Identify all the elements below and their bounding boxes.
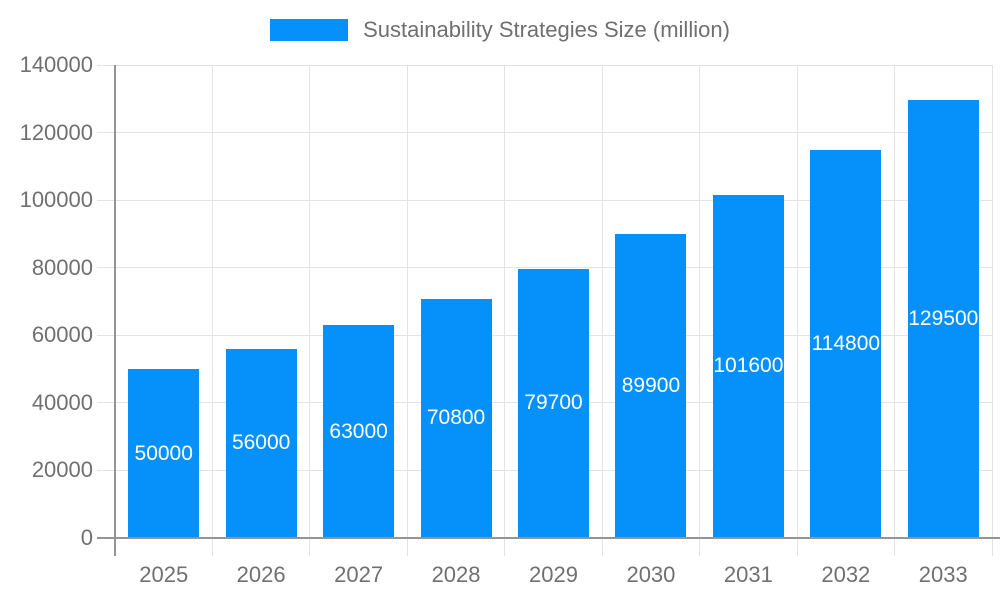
bar-2032 bbox=[810, 150, 882, 538]
x-gridline bbox=[211, 65, 213, 556]
y-axis-tick-label: 140000 bbox=[19, 52, 93, 77]
bar-value-label: 63000 bbox=[329, 419, 388, 443]
x-axis-tick-label: 2029 bbox=[529, 562, 578, 587]
y-gridline bbox=[97, 199, 992, 201]
legend-swatch[interactable] bbox=[270, 19, 349, 41]
x-axis-tick-label: 2027 bbox=[334, 562, 384, 587]
y-axis-tick-label: 0 bbox=[80, 525, 93, 550]
y-axis-tick-label: 120000 bbox=[19, 119, 93, 145]
bar-value-label: 89900 bbox=[621, 374, 681, 398]
x-axis-tick-label: 2030 bbox=[626, 562, 676, 587]
bar-value-label: 79700 bbox=[524, 391, 583, 415]
bar-2030 bbox=[615, 234, 687, 538]
x-axis-tick-label: 2032 bbox=[821, 562, 871, 587]
y-gridline bbox=[97, 267, 992, 269]
x-gridline bbox=[796, 65, 798, 556]
bar-2033 bbox=[907, 100, 979, 538]
x-axis-line bbox=[97, 537, 1000, 539]
bar-2026 bbox=[225, 348, 297, 538]
legend-label[interactable]: Sustainability Strategies Size (million) bbox=[363, 17, 730, 42]
x-axis-tick-label: 2025 bbox=[139, 562, 189, 587]
x-gridline bbox=[601, 65, 603, 556]
bar-value-label: 56000 bbox=[231, 431, 291, 455]
y-axis-tick-label: 100000 bbox=[19, 187, 93, 213]
y-axis-tick-label: 80000 bbox=[31, 254, 93, 280]
x-gridline bbox=[699, 65, 701, 556]
bar-2025 bbox=[128, 369, 200, 538]
bar-value-label: 114800 bbox=[811, 332, 881, 356]
bar-2028 bbox=[420, 298, 492, 538]
bar-value-label: 50000 bbox=[134, 441, 193, 465]
x-gridline bbox=[406, 65, 408, 556]
bar-value-label: 129500 bbox=[908, 307, 979, 331]
y-axis-tick-label: 20000 bbox=[31, 457, 93, 483]
y-gridline bbox=[97, 132, 992, 134]
bar-value-label: 70800 bbox=[426, 406, 486, 430]
bar-2031 bbox=[712, 194, 784, 538]
x-axis-tick-label: 2028 bbox=[431, 562, 481, 587]
x-axis-tick-label: 2033 bbox=[918, 562, 968, 587]
x-gridline bbox=[991, 65, 993, 556]
x-gridline bbox=[309, 65, 311, 556]
x-gridline bbox=[894, 65, 896, 556]
y-gridline bbox=[97, 64, 992, 66]
bar-2029 bbox=[518, 268, 589, 538]
x-axis-tick-label: 2026 bbox=[236, 562, 286, 587]
x-axis-tick-label: 2031 bbox=[723, 562, 773, 587]
y-axis-tick-label: 60000 bbox=[31, 322, 93, 348]
x-gridline bbox=[504, 65, 506, 556]
bar-2027 bbox=[323, 325, 395, 538]
legend: Sustainability Strategies Size (million) bbox=[0, 16, 1000, 44]
y-axis-line bbox=[114, 65, 116, 556]
bar-value-label: 101600 bbox=[713, 354, 784, 378]
y-axis-tick-label: 40000 bbox=[31, 389, 93, 415]
